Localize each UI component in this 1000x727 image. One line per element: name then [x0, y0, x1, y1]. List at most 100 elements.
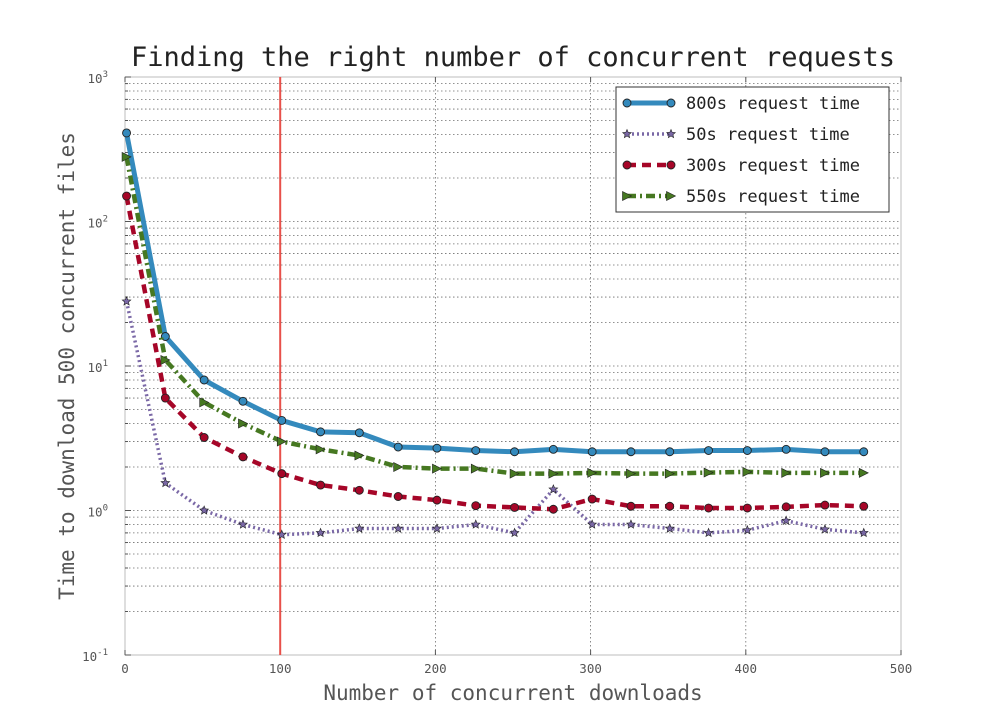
series-point — [471, 501, 481, 511]
series-point — [316, 480, 326, 490]
series-point — [393, 492, 403, 501]
series-point — [470, 463, 481, 474]
series-point — [664, 523, 675, 533]
x-axis-ticks: 0 100 200 300 400 500 — [121, 77, 912, 676]
x-tick-label: 500 — [890, 661, 913, 676]
series-point — [431, 523, 442, 533]
series-point — [315, 527, 326, 538]
series-point — [548, 444, 558, 454]
legend-marker — [666, 98, 676, 108]
series-point — [820, 447, 830, 457]
series-point — [781, 515, 792, 525]
series-point — [665, 501, 675, 511]
series-point — [742, 446, 752, 455]
series-point — [316, 427, 326, 437]
series-point — [277, 415, 287, 425]
series-point — [587, 467, 598, 478]
y-tick-exponent: 2 — [103, 215, 108, 225]
legend-marker — [665, 128, 677, 139]
series-3 — [121, 151, 869, 479]
series-point — [276, 529, 287, 539]
series-point — [199, 375, 209, 385]
x-tick-label: 200 — [424, 661, 447, 676]
series-line — [124, 132, 864, 455]
legend-marker — [621, 128, 633, 139]
series-point — [315, 444, 326, 455]
legend-marker — [666, 160, 676, 170]
legend-marker — [622, 98, 632, 108]
series-point — [703, 527, 714, 538]
series-point — [587, 519, 598, 529]
series-point — [625, 519, 636, 529]
legend-label: 300s request time — [686, 156, 860, 176]
series-point — [664, 468, 675, 479]
series-point — [509, 527, 520, 538]
series-point — [470, 519, 481, 529]
series-point — [510, 447, 520, 457]
series-point — [354, 428, 364, 438]
series-point — [432, 443, 442, 453]
series-point — [626, 447, 636, 457]
series-0 — [122, 128, 869, 457]
series-point — [160, 355, 171, 366]
series-point — [238, 418, 249, 429]
series-point — [781, 467, 792, 478]
series-1 — [121, 296, 869, 539]
series-group — [121, 128, 869, 539]
y-tick-exponent: 0 — [103, 504, 108, 514]
x-tick-label: 0 — [121, 661, 129, 676]
y-tick-label: 101 — [88, 359, 108, 375]
chart-title: Finding the right number of concurrent r… — [131, 42, 895, 73]
legend-label: 550s request time — [686, 187, 860, 207]
series-point — [393, 462, 404, 472]
series-point — [704, 446, 714, 455]
series-point — [393, 523, 404, 533]
y-tick-label: 100 — [88, 504, 108, 520]
x-tick-label: 300 — [579, 661, 602, 676]
series-line — [124, 301, 864, 537]
series-point — [548, 468, 559, 479]
y-tick-label: 103 — [88, 70, 108, 86]
series-point — [858, 527, 869, 538]
series-point — [665, 447, 675, 457]
series-point — [199, 433, 209, 442]
series-point — [277, 469, 287, 479]
series-point — [354, 450, 365, 461]
x-axis-label: Number of concurrent downloads — [323, 681, 702, 705]
y-tick-exponent: 1 — [103, 359, 108, 369]
series-point — [859, 447, 869, 457]
series-point — [509, 468, 520, 479]
legend: 800s request time 50s request time 300s re… — [615, 86, 890, 213]
series-point — [121, 151, 132, 162]
series-point — [742, 466, 753, 477]
x-tick-label: 100 — [269, 661, 292, 676]
y-tick-label: 10-1 — [82, 648, 108, 664]
series-point — [626, 501, 636, 511]
series-line — [124, 195, 864, 512]
series-point — [122, 128, 132, 138]
series-point — [199, 505, 210, 515]
series-point — [160, 477, 171, 488]
series-point — [393, 442, 403, 452]
series-point — [587, 447, 597, 457]
series-point — [160, 393, 170, 403]
y-tick-exponent: 3 — [103, 70, 108, 80]
legend-marker — [666, 191, 677, 201]
legend-box — [615, 86, 890, 213]
series-point — [781, 444, 791, 454]
series-2 — [122, 191, 869, 514]
series-point — [237, 519, 248, 529]
series-point — [276, 436, 287, 447]
series-point — [704, 503, 714, 513]
series-point — [781, 502, 791, 512]
series-point — [432, 495, 442, 505]
legend-marker — [622, 160, 632, 170]
y-tick-exponent: -1 — [97, 648, 108, 658]
series-point — [587, 494, 597, 504]
grid — [125, 77, 901, 655]
y-tick-base: 10 — [82, 649, 97, 664]
series-point — [819, 524, 830, 534]
series-point — [742, 524, 753, 535]
legend-label: 800s request time — [686, 94, 860, 114]
